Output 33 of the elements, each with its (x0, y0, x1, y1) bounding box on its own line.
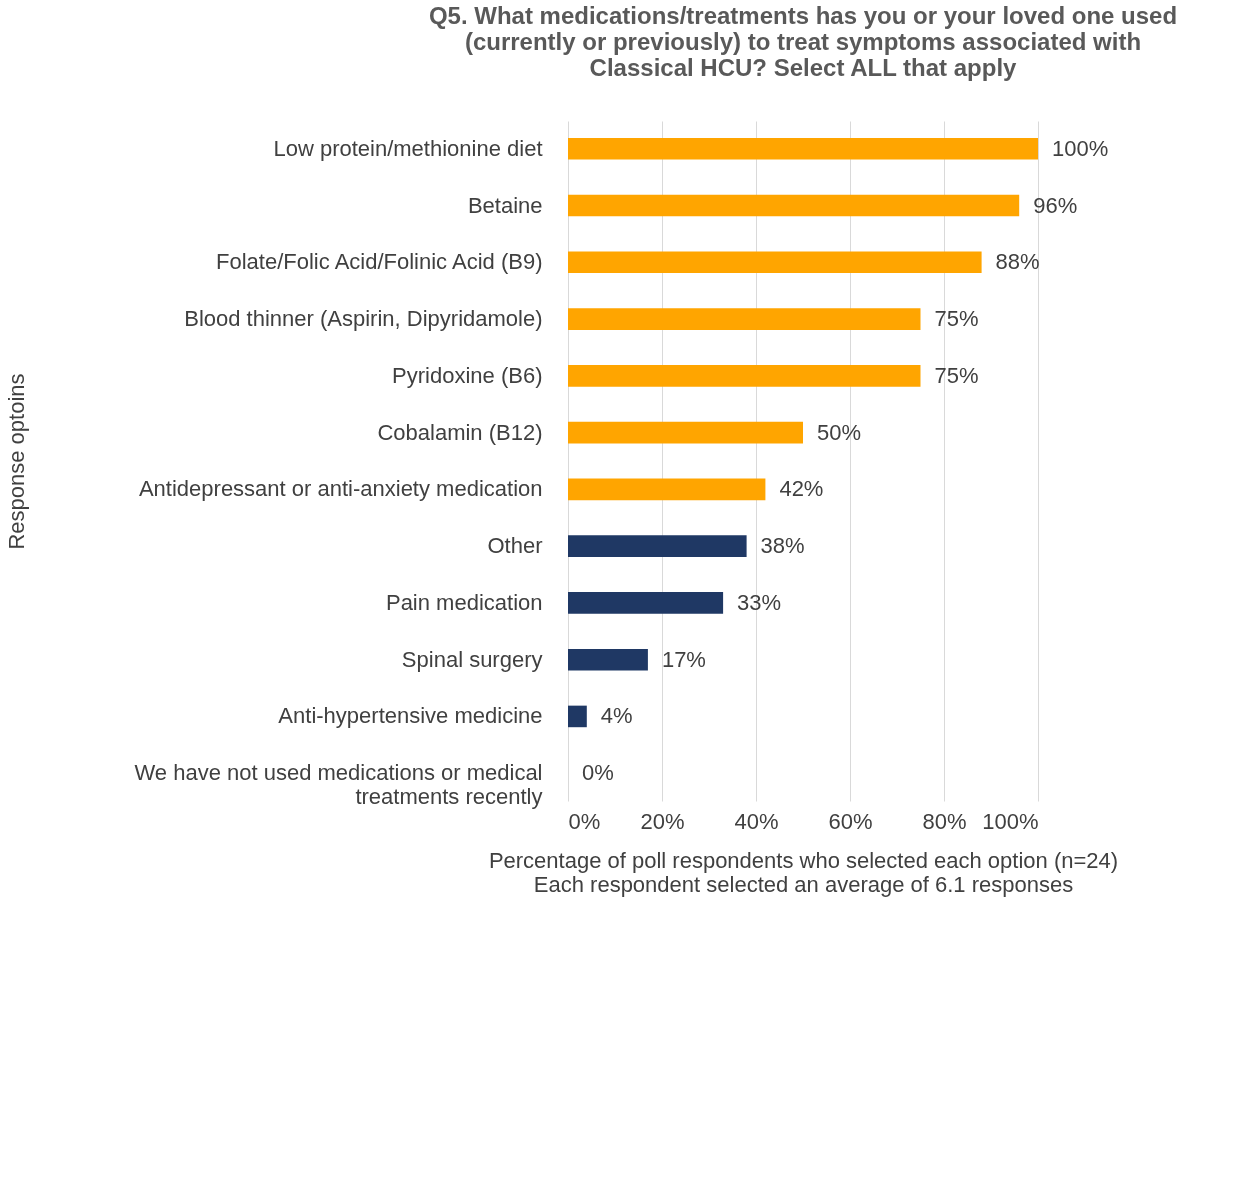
y-tick-label: Betaine (467, 192, 543, 218)
data-label: 42% (779, 476, 824, 502)
y-tick-label: Low protein/methionine diet (273, 135, 543, 161)
x-tick-label: 20% (640, 808, 685, 834)
y-tick-label: Pyridoxine (B6) (392, 362, 543, 388)
x-tick-label: 40% (734, 808, 779, 834)
y-tick-label: Anti-hypertensive medicine (278, 703, 543, 729)
chart-title: Q5. What medications/treatments has you or your loved one used (currently or previously) to treat symptoms associated with Classical HCU? Select ALL that apply (428, 2, 1178, 81)
data-label: 75% (934, 362, 979, 388)
y-tick-label: Folate/Folic Acid/Folinic Acid (B9) (216, 249, 543, 275)
y-tick-label: Spinal surgery (401, 646, 543, 672)
data-label: 17% (661, 646, 706, 672)
data-label: 88% (995, 249, 1040, 275)
x-axis-title: Percentage of poll respondents who selected each option (n=24) (488, 847, 1119, 873)
y-tick-label: Antidepressant or anti-anxiety medication (138, 476, 543, 502)
y-tick-label: Cobalamin (B12) (377, 419, 543, 445)
x-tick-label: 100% (982, 808, 1039, 834)
data-label: 50% (817, 419, 862, 445)
y-axis-title: Response optoins (3, 373, 29, 550)
data-label: 75% (934, 306, 979, 332)
data-label: 33% (737, 589, 782, 615)
x-tick-label: 60% (828, 808, 873, 834)
y-tick-label: Pain medication (385, 589, 543, 615)
y-tick-label: We have not used medications or medical treatments recently (134, 760, 543, 810)
x-tick-label: 0% (568, 808, 601, 834)
data-label: 38% (760, 533, 805, 559)
data-label: 96% (1033, 192, 1078, 218)
data-label: 4% (600, 703, 633, 729)
y-tick-label: Blood thinner (Aspirin, Dipyridamole) (184, 306, 543, 332)
x-tick-label: 80% (922, 808, 967, 834)
data-label: 0% (582, 760, 614, 786)
y-tick-label: Other (487, 533, 543, 559)
data-label: 100% (1052, 135, 1109, 161)
